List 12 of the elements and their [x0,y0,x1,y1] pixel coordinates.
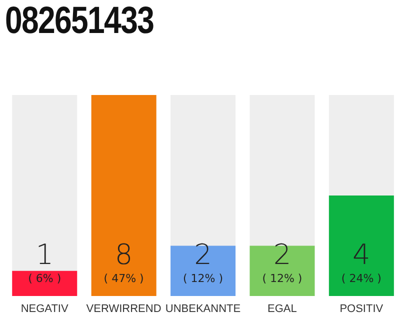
x-tick-label: NEGATIV [20,302,69,315]
data-label: 4 ( 24% ) [341,238,382,285]
x-tick-label: VERWIRREND [86,302,162,315]
x-tick-label: EGAL [268,302,297,315]
data-label: 2 ( 12% ) [183,238,224,285]
x-tick-label: UNBEKANNTE [165,302,241,315]
bar [12,270,78,296]
data-label: 1 ( 6% ) [28,238,62,285]
x-tick-label: POSITIV [340,302,384,315]
chart-title: 082651433 [5,0,154,43]
data-label: 8 ( 47% ) [104,238,144,285]
data-label: 2 ( 12% ) [262,238,302,285]
